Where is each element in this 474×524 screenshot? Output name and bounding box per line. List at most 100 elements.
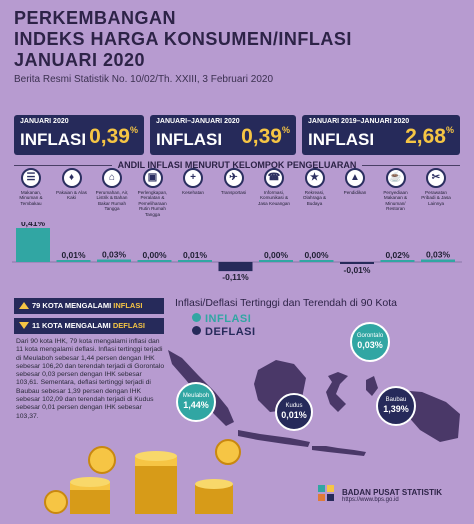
bar-8 [299, 260, 334, 262]
airplane-icon: ✈ [223, 168, 244, 188]
category-label: Makanan, Minuman & Tembakau [19, 190, 43, 206]
category-7: ☎ Informasi, Komunikasi & Jasa Keuangan [257, 168, 291, 206]
dress-icon: ♦ [61, 168, 82, 188]
box-value: 0,39% [241, 125, 290, 148]
house-icon: ⌂ [102, 168, 122, 188]
header: PERKEMBANGAN INDEKS HARGA KONSUMEN/INFLA… [14, 8, 464, 85]
appliance-icon: ▣ [142, 168, 163, 188]
box-period: JANUARI–JANUARI 2020 [156, 118, 240, 125]
bar-4 [137, 260, 172, 262]
coin-stacks-illustration [44, 439, 241, 514]
food-basket-icon: ☰ [21, 168, 41, 188]
bar-9 [340, 262, 374, 264]
category-label: Informasi, Komunikasi & Jasa Keuangan [258, 190, 290, 206]
category-label: Rekreasi, Olahraga & Budaya [302, 190, 327, 206]
sulawesi [326, 372, 348, 412]
tools-icon: ✂ [426, 168, 446, 188]
footer-url: https://www.bps.go.id [342, 497, 399, 503]
runner-icon: ★ [304, 168, 325, 188]
chart-title: ANDIL INFLASI MENURUT KELOMPOK PENGELUAR… [0, 160, 474, 170]
up-triangle-icon [19, 302, 29, 309]
bar-value-label: 0,03% [102, 250, 127, 260]
map-title: Inflasi/Deflasi Tertinggi dan Terendah d… [175, 297, 398, 309]
nusa-tenggara [312, 446, 366, 456]
footer-org: BADAN PUSAT STATISTIK [342, 488, 442, 497]
bar-6 [218, 262, 253, 272]
bar-value-label: 0,00% [264, 250, 289, 260]
coin-stack-left [70, 477, 110, 514]
category-label: Perlengkapan, Peralatan & Pemeliharaan R… [137, 190, 168, 217]
graduation-cap-icon: ▲ [345, 168, 365, 188]
box-period: JANUARI 2020 [20, 118, 69, 125]
bar-2 [56, 260, 91, 262]
category-8: ★ Rekreasi, Olahraga & Budaya [298, 168, 332, 206]
legend-inflasi: INFLASI [192, 313, 251, 325]
bar-5 [178, 260, 212, 262]
navy-dot-icon [192, 326, 201, 335]
box-label: INFLASI [20, 130, 87, 149]
summary-box-yoy: JANUARI 2019–JANUARI 2020 INFLASI 2,68% [302, 115, 460, 155]
category-4: ▣ Perlengkapan, Peralatan & Pemeliharaan … [136, 168, 170, 217]
category-1: ☰ Makanan, Minuman & Tembakau [14, 168, 48, 206]
box-value: 0,39% [89, 125, 138, 148]
description-text: Dari 90 kota IHK, 79 kota mengalami infl… [16, 338, 165, 420]
category-label: Transportasi [220, 190, 247, 195]
city-bubble-meulaboh: Meulaboh 1,44% [176, 382, 216, 422]
summary-box-monthly: JANUARI 2020 INFLASI 0,39% [14, 115, 144, 155]
city-bubble-baubau: Baubau 1,39% [376, 386, 416, 426]
inflation-city-count: 79 KOTA MENGALAMI INFLASI [14, 298, 164, 314]
bps-logo-icon [318, 485, 334, 501]
java [238, 430, 310, 447]
city-bubble-gorontalo: Gorontalo 0,03% [350, 322, 390, 362]
summary-box-ytd: JANUARI–JANUARI 2020 INFLASI 0,39% [150, 115, 296, 155]
category-label: Penyediaan Makanan & Minuman/ Restoran [383, 190, 408, 212]
city-bubble-kudus: Kudus 0,01% [275, 393, 313, 431]
category-6: ✈ Transportasi [217, 168, 251, 195]
subtitle: Berita Resmi Statistik No. 10/02/Th. XXI… [14, 74, 274, 85]
legend-deflasi: DEFLASI [192, 326, 256, 338]
coin-stack-right [195, 479, 233, 514]
category-3: ⌂ Perumahan, Air, Listrik & Bahan Bakar R… [95, 168, 129, 212]
category-2: ♦ Pakaian & Alas Kaki [55, 168, 89, 201]
footer: BADAN PUSAT STATISTIK https://www.bps.go… [320, 488, 442, 503]
category-label: Perumahan, Air, Listrik & Bahan Bakar Ru… [95, 190, 129, 212]
bar-11 [421, 259, 455, 262]
bar-value-label: 0,00% [142, 250, 167, 260]
teal-dot-icon [192, 313, 201, 322]
bar-10 [380, 260, 415, 262]
rupiah-coin-icon [44, 490, 68, 514]
category-10: ☕ Penyediaan Makanan & Minuman/ Restoran [379, 168, 413, 212]
deflation-city-count: 11 KOTA MENGALAMI DEFLASI [14, 318, 164, 334]
phone-icon: ☎ [264, 168, 284, 188]
title-line-2: INDEKS HARGA KONSUMEN/INFLASI [14, 29, 352, 49]
bar-value-label: 0,01% [61, 250, 86, 260]
restaurant-icon: ☕ [385, 168, 406, 188]
category-11: ✂ Perawatan Pribadi & Jasa Lainnya [419, 168, 453, 206]
category-label: Kesehatan [182, 190, 204, 195]
category-9: ▲ Pendidikan [338, 168, 372, 195]
box-period: JANUARI 2019–JANUARI 2020 [308, 118, 410, 125]
maluku [366, 376, 392, 418]
down-triangle-icon [19, 322, 29, 329]
rupiah-coin-icon [88, 446, 116, 474]
coin-stack-center [135, 451, 177, 514]
bar-value-label: -0,11% [222, 272, 249, 282]
category-5: + Kesehatan [176, 168, 210, 195]
category-label: Perawatan Pribadi & Jasa Lainnya [421, 190, 451, 206]
bar-value-label: -0,01% [344, 265, 371, 275]
contribution-bar-chart: 0,41% 0,01% 0,03% 0,00% 0,01% -0,11% 0,00% 0,00… [12, 222, 462, 282]
medical-kit-icon: + [183, 168, 203, 188]
title-line-3: JANUARI 2020 [14, 50, 146, 70]
category-label: Pakaian & Alas Kaki [56, 190, 87, 201]
bar-value-label: 0,01% [183, 250, 208, 260]
box-label: INFLASI [308, 130, 375, 149]
bar-3 [97, 259, 131, 262]
box-label: INFLASI [156, 130, 223, 149]
bar-value-label: 0,02% [385, 250, 410, 260]
bar-7 [259, 260, 293, 262]
box-value: 2,68% [405, 125, 454, 148]
bar-1 [16, 228, 50, 262]
title-line-1: PERKEMBANGAN [14, 8, 177, 28]
rupiah-coin-icon [215, 439, 241, 465]
bar-value-label: 0,00% [304, 250, 329, 260]
